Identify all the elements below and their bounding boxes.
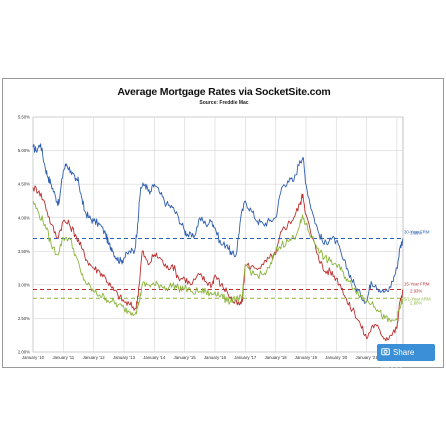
y-tick-label: 4.50% <box>18 182 30 187</box>
y-tick-label: 2.50% <box>18 316 30 321</box>
reference-value-label: 3.69% <box>410 231 422 236</box>
reference-series-label: 15-Year FRM <box>404 282 430 287</box>
x-tick-label: January '11 <box>52 355 74 360</box>
y-tick-label: 3.00% <box>18 282 30 287</box>
reference-series-label: 30-Year FRM <box>404 230 430 235</box>
x-tick-label: January '13 <box>113 355 136 360</box>
y-tick-label: 5.50% <box>18 115 30 120</box>
reference-value-label: 2.93% <box>410 289 422 294</box>
chart-subtitle: Source: Freddie Mac <box>199 100 249 106</box>
chart-plot: 2.00% 2.50% 3.00% 3.50% 4.00% 4.50% 5.00% 5.50%… <box>18 115 431 360</box>
series-line <box>32 143 404 304</box>
share-icon <box>381 348 390 356</box>
share-image-label: Share Image <box>381 348 415 374</box>
series-line <box>32 185 404 342</box>
x-tick-label: January '16 <box>204 355 227 360</box>
y-tick-label: 4.00% <box>18 215 30 220</box>
chart-frame: Average Mortgage Rates via SocketSite.co… <box>2 78 444 374</box>
reference-series-label: 5/1-Year ARM <box>404 296 431 301</box>
y-tick-label: 3.50% <box>18 249 30 254</box>
y-tick-label: 2.00% <box>18 350 30 355</box>
x-tick-label: January '14 <box>143 355 166 360</box>
x-tick-label: January '18 <box>265 355 288 360</box>
x-tick-label: January '12 <box>83 355 106 360</box>
series-line <box>32 200 404 323</box>
reference-value-label: 2.80% <box>410 300 422 305</box>
x-tick-label: January '17 <box>234 355 257 360</box>
x-tick-label: January '21 <box>356 355 379 360</box>
x-tick-label: January '19 <box>295 355 318 360</box>
y-tick-label: 5.00% <box>18 148 30 153</box>
chart-title: Average Mortgage Rates via SocketSite.co… <box>117 86 331 98</box>
x-tick-label: January '15 <box>174 355 197 360</box>
share-image-button[interactable]: Share Image <box>377 344 435 374</box>
x-tick-label: January '10 <box>22 355 45 360</box>
x-tick-label: January '20 <box>325 355 348 360</box>
